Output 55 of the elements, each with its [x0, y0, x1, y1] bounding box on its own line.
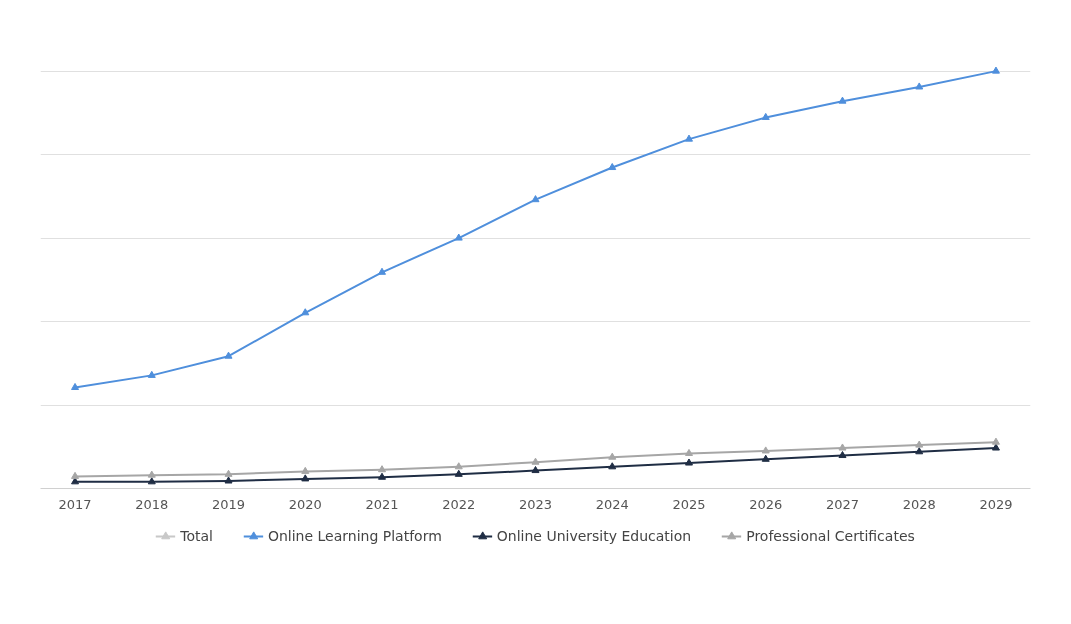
point [531, 195, 540, 203]
point [531, 466, 540, 474]
x-tick-label: 2020 [288, 496, 322, 512]
point [684, 458, 693, 466]
point [378, 465, 387, 473]
point [991, 66, 1000, 74]
x-tick-label: 2028 [902, 496, 936, 512]
point [608, 162, 617, 171]
point [915, 440, 924, 448]
point [531, 457, 540, 465]
point [378, 472, 387, 480]
x-tick-label: 2022 [442, 496, 476, 512]
point [71, 471, 80, 479]
point [761, 454, 770, 462]
legend-label: Total [180, 528, 213, 544]
point [224, 469, 233, 477]
point [991, 437, 1000, 445]
point [224, 351, 233, 359]
point [838, 450, 847, 459]
point [147, 477, 156, 485]
x-tick-label: 2018 [135, 496, 169, 512]
point [991, 443, 1000, 451]
legend-label: Online Learning Platform [267, 528, 442, 544]
x-tick-label: 2027 [825, 496, 860, 512]
point [454, 469, 463, 477]
x-tick-label: 2023 [518, 496, 553, 512]
legend-label: Online University Education [496, 528, 692, 544]
point [915, 82, 924, 90]
x-tick-label: 2026 [749, 496, 783, 512]
point [454, 233, 463, 241]
point [301, 474, 310, 482]
point [301, 308, 310, 316]
x-tick-label: 2029 [979, 496, 1013, 512]
point [684, 134, 693, 142]
point [761, 446, 770, 454]
x-tick-label: 2017 [58, 496, 92, 512]
legend-label: Professional Certificates [746, 528, 915, 544]
point [608, 452, 617, 460]
x-tick-label: 2025 [672, 496, 706, 512]
point [608, 462, 617, 470]
point [454, 462, 463, 470]
point [301, 466, 310, 474]
point [838, 96, 847, 104]
point [684, 448, 693, 456]
point [761, 112, 770, 120]
point [224, 476, 233, 484]
point [838, 443, 847, 451]
point [147, 370, 156, 378]
x-tick-label: 2019 [211, 496, 246, 512]
point [147, 470, 156, 478]
x-tick-label: 2021 [365, 496, 399, 512]
point [378, 267, 387, 275]
point [71, 382, 80, 391]
point [915, 447, 924, 455]
x-tick-label: 2024 [595, 496, 629, 512]
